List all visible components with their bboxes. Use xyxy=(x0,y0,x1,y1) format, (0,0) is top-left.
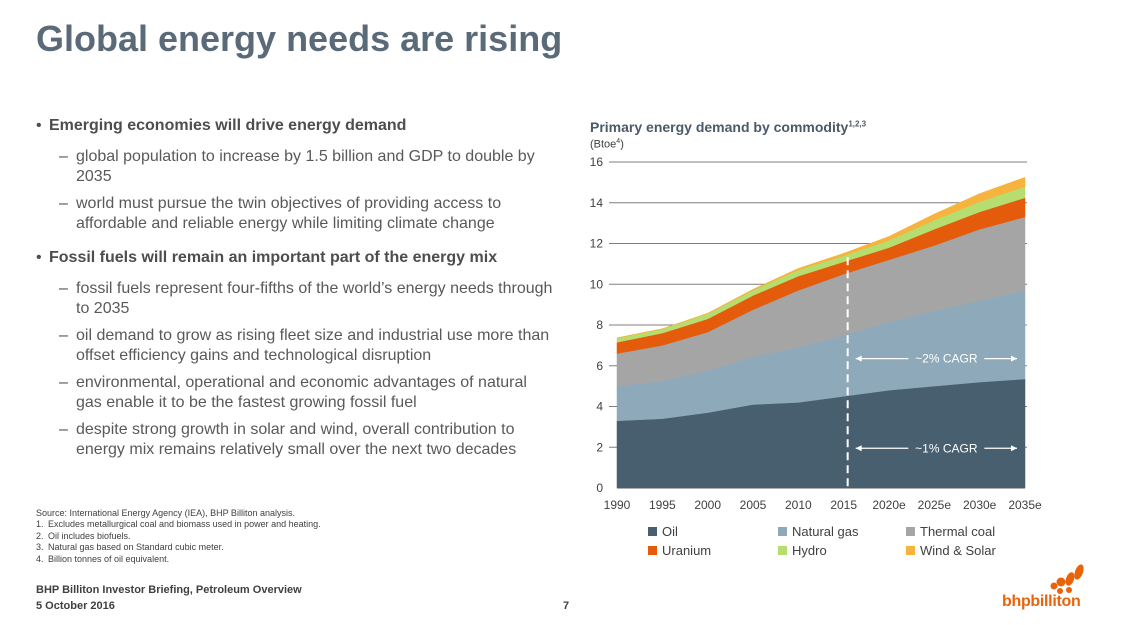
y-tick-label: 14 xyxy=(590,196,604,210)
y-tick-label: 16 xyxy=(590,155,604,169)
footnote-text: Oil includes biofuels. xyxy=(48,530,131,541)
dash-marker: – xyxy=(59,374,68,391)
arrowhead-right xyxy=(1011,355,1017,362)
bullet-heading: Emerging economies will drive energy dem… xyxy=(49,117,407,134)
y-tick-label: 4 xyxy=(596,400,603,414)
legend-swatch xyxy=(906,527,915,536)
x-tick-label: 2035e xyxy=(1008,498,1042,512)
cagr-annotation: ~1% CAGR xyxy=(915,441,978,455)
legend-swatch xyxy=(648,527,657,536)
footnote: 3. Natural gas based on Standard cubic m… xyxy=(36,542,321,553)
sub-bullet: – world must pursue the twin objectives … xyxy=(59,194,556,234)
dash-marker: – xyxy=(59,421,68,438)
arrowhead-right xyxy=(1011,445,1017,452)
page-title: Global energy needs are rising xyxy=(36,18,563,59)
dash-marker: – xyxy=(59,195,68,212)
x-tick-label: 1995 xyxy=(649,498,676,512)
footnote-text: Natural gas based on Standard cubic mete… xyxy=(48,542,224,553)
arrowhead-left xyxy=(855,445,862,452)
footnote-number: 4. xyxy=(36,553,44,564)
legend-item: Oil xyxy=(648,524,678,539)
unit-label-close: ) xyxy=(620,138,624,151)
legend-label: Natural gas xyxy=(792,524,859,539)
x-tick-label: 2010 xyxy=(785,498,812,512)
y-tick-label: 0 xyxy=(596,481,603,495)
x-tick-label: 2015 xyxy=(830,498,857,512)
x-tick-label: 2020e xyxy=(872,498,906,512)
sub-bullet-text: environmental, operational and economic … xyxy=(76,374,527,411)
bullet-item: • Emerging economies will drive energy d… xyxy=(36,116,556,136)
legend-label: Oil xyxy=(662,524,678,539)
dash-marker: – xyxy=(59,280,68,297)
footnote: 4. Billion tonnes of oil equivalent. xyxy=(36,554,321,565)
x-tick-label: 2005 xyxy=(740,498,767,512)
sub-bullet-text: world must pursue the twin objectives of… xyxy=(76,195,502,232)
legend-label: Thermal coal xyxy=(920,524,996,539)
footer-date: 5 October 2016 xyxy=(36,600,115,612)
legend-swatch xyxy=(778,527,787,536)
x-tick-label: 2030e xyxy=(963,498,997,512)
sub-bullet: – fossil fuels represent four-fifths of … xyxy=(59,279,556,319)
chart-title: Primary energy demand by commodity1,2,3 xyxy=(590,119,866,135)
dash-marker: – xyxy=(59,327,68,344)
legend-item: Thermal coal xyxy=(906,524,995,539)
unit-label: (Btoe4) xyxy=(590,138,624,151)
footnote-text: Billion tonnes of oil equivalent. xyxy=(48,553,170,564)
bullet-item: • Fossil fuels will remain an important … xyxy=(36,248,556,268)
area-series xyxy=(616,176,1026,339)
footer-presentation-name: BHP Billiton Investor Briefing, Petroleu… xyxy=(36,584,302,596)
bullet-dot: • xyxy=(36,249,42,266)
x-tick-label: 2025e xyxy=(918,498,952,512)
legend-item: Hydro xyxy=(778,543,827,558)
legend-swatch xyxy=(906,546,915,555)
bullet-heading: Fossil fuels will remain an important pa… xyxy=(49,249,498,266)
footnote-number: 2. xyxy=(36,530,44,541)
source-note: Source: International Energy Agency (IEA… xyxy=(36,508,295,518)
logo-text: bhpbilliton xyxy=(1002,593,1081,610)
cagr-annotation: ~2% CAGR xyxy=(915,352,978,366)
legend-swatch xyxy=(778,546,787,555)
page-number: 7 xyxy=(563,600,570,612)
bullet-list: • Emerging economies will drive energy d… xyxy=(36,116,556,467)
sub-bullet: – environmental, operational and economi… xyxy=(59,373,556,413)
footnote-number: 3. xyxy=(36,542,44,553)
chart-title-text: Primary energy demand by commodity xyxy=(590,119,849,135)
legend-swatch xyxy=(648,546,657,555)
legend-label: Hydro xyxy=(792,543,827,558)
dash-marker: – xyxy=(59,148,68,165)
arrowhead-left xyxy=(855,355,862,362)
unit-label-text: (Btoe xyxy=(590,138,617,151)
bullet-dot: • xyxy=(36,117,42,134)
sub-bullet-text: global population to increase by 1.5 bil… xyxy=(76,148,535,185)
legend-item: Wind & Solar xyxy=(906,543,996,558)
footnote-text: Excludes metallurgical coal and biomass … xyxy=(48,519,321,530)
sub-bullet: – despite strong growth in solar and win… xyxy=(59,420,556,460)
footnote: 2. Oil includes biofuels. xyxy=(36,531,321,542)
x-tick-label: 2000 xyxy=(694,498,721,512)
y-tick-label: 8 xyxy=(596,318,603,332)
chart-title-footnote-ref: 1,2,3 xyxy=(848,119,867,129)
legend-label: Uranium xyxy=(662,543,712,558)
x-tick-label: 1990 xyxy=(604,498,631,512)
y-tick-label: 10 xyxy=(590,277,604,291)
y-tick-label: 12 xyxy=(590,237,604,251)
y-tick-label: 6 xyxy=(596,359,603,373)
sub-bullet: – oil demand to grow as rising fleet siz… xyxy=(59,326,556,366)
logo-mark-icon xyxy=(1050,564,1084,594)
sub-bullet: – global population to increase by 1.5 b… xyxy=(59,147,556,187)
legend-label: Wind & Solar xyxy=(920,543,996,558)
legend-item: Natural gas xyxy=(778,524,858,539)
sub-bullet-text: fossil fuels represent four-fifths of th… xyxy=(76,280,553,317)
footnotes: Source: International Energy Agency (IEA… xyxy=(36,508,321,565)
footnote: 1. Excludes metallurgical coal and bioma… xyxy=(36,519,321,530)
footer: BHP Billiton Investor Briefing, Petroleu… xyxy=(36,582,302,614)
bhp-billiton-logo: bhpbilliton xyxy=(1002,562,1102,612)
footnote-number: 1. xyxy=(36,519,44,530)
sub-bullet-text: oil demand to grow as rising fleet size … xyxy=(76,327,550,364)
y-tick-label: 2 xyxy=(596,440,603,454)
sub-bullet-text: despite strong growth in solar and wind,… xyxy=(76,421,517,458)
unit-label-footnote-ref: 4 xyxy=(616,138,621,145)
legend-item: Uranium xyxy=(648,543,711,558)
